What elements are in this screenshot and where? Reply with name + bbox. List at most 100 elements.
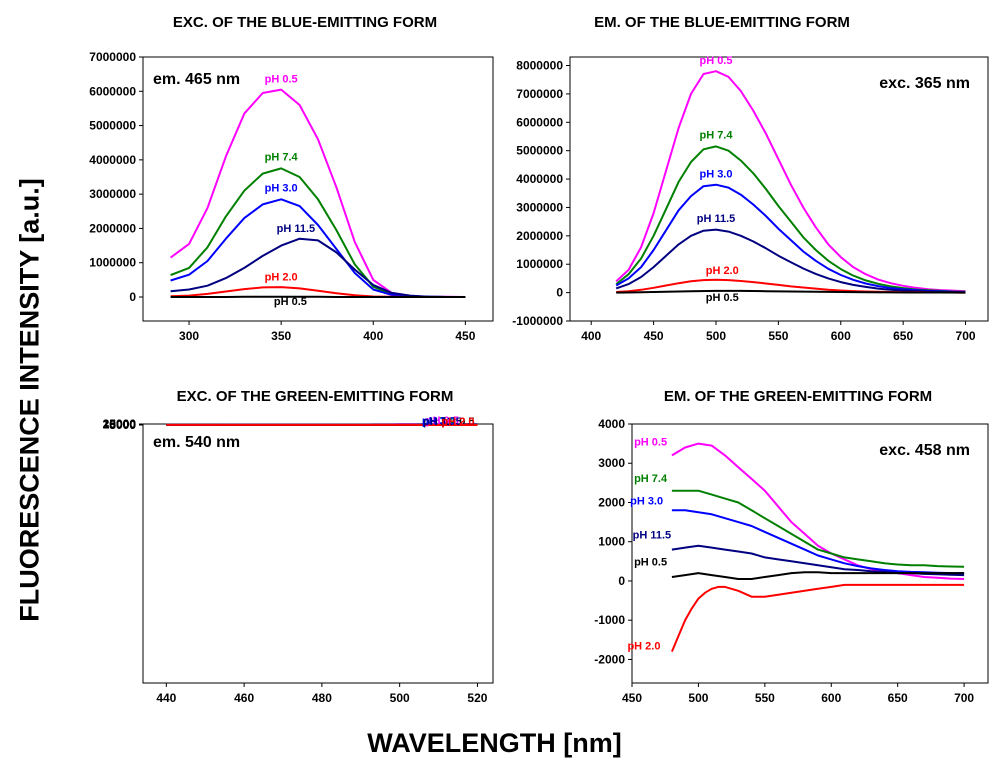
panel-2-frame: [569, 56, 989, 322]
panel-4-frame: [631, 423, 989, 684]
panel-1-y-tick-label: 3000000: [89, 187, 136, 201]
panel-1-series-label: pH 0.5: [265, 74, 298, 86]
panel-1-y-tick-label: 1000000: [89, 256, 136, 270]
global-x-axis-label: WAVELENGTH [nm]: [367, 728, 622, 758]
panel-1-y-tick-label: 7000000: [89, 50, 136, 64]
panel-3-y-tick-label: 10000: [103, 418, 137, 432]
panel-1-series-ph-11-5-3: [170, 237, 466, 298]
panel-1-x-tick-label: 350: [271, 329, 291, 343]
panel-2-series-label: pH 0.5: [706, 292, 739, 304]
panel-4-annotation: exc. 458 nm: [879, 442, 970, 459]
panel-1-x-tick-label: 400: [363, 329, 383, 343]
panel-4-x-tick-label: 600: [821, 691, 841, 705]
panel-4-y-tick-label: 0: [618, 574, 625, 588]
panel-3-title: EXC. OF THE GREEN-EMITTING FORM: [177, 388, 454, 405]
panel-4-y-tick-label: 1000: [598, 535, 625, 549]
panel-3-x-tick-label: 500: [390, 691, 410, 705]
panel-2-y-tick-label: 3000000: [516, 200, 563, 214]
panel-4-title: EM. OF THE GREEN-EMITTING FORM: [664, 388, 932, 405]
panel-4-series-label: pH 11.5: [633, 530, 672, 542]
panel-2-x-tick-label: 550: [768, 329, 788, 343]
panel-3-y-tick-label: -5000: [105, 418, 136, 432]
panel-3-series-label: pH 2.0: [441, 416, 474, 428]
panel-1-series-label: pH 0.5: [274, 296, 307, 308]
panel-2-series-label: pH 0.5: [699, 55, 732, 67]
panel-2-x-tick-label: 650: [893, 329, 913, 343]
panel-3-series-label: pH 11.5: [423, 416, 462, 428]
panel-2-series-ph-0-5-5: [616, 289, 966, 294]
panel-4-series-ph-7-4-1: [671, 489, 965, 568]
panel-1-series-label: pH 11.5: [277, 223, 316, 235]
panel-1-x-tick-label: 300: [179, 329, 199, 343]
panel-1-y-tick-label: 5000000: [89, 119, 136, 133]
panel-4-series-ph-3-0-2: [671, 509, 965, 575]
panel-4-y-tick-label: -2000: [594, 652, 625, 666]
panel-3-x-tick-label: 480: [312, 691, 332, 705]
panel-2-x-tick-label: 700: [956, 329, 976, 343]
panel-2-y-tick-label: 4000000: [516, 172, 563, 186]
panel-1-series-label: pH 7.4: [265, 152, 299, 164]
panel-1-annotation: em. 465 nm: [153, 71, 240, 88]
panel-2-x-tick-label: 400: [581, 329, 601, 343]
panel-2-y-tick-label: 1000000: [516, 257, 563, 271]
panel-4-x-tick-label: 650: [888, 691, 908, 705]
panel-3-y-tick-label: 0: [129, 418, 136, 432]
panel-2-y-tick-label: 2000000: [516, 229, 563, 243]
panel-3-x-tick-label: 440: [156, 691, 176, 705]
panel-4-series-label: pH 2.0: [627, 641, 660, 653]
panel-1-y-tick-label: 4000000: [89, 153, 136, 167]
panel-3-series-label: pH 3.0: [422, 416, 455, 428]
panel-3-frame: [142, 423, 494, 684]
panel-2-annotation: exc. 365 nm: [879, 75, 970, 92]
panel-4-y-tick-label: 2000: [598, 495, 625, 509]
panel-3-y-tick-label: 5000: [109, 418, 136, 432]
panel-2-x-tick-label: 450: [644, 329, 664, 343]
panel-2-y-tick-label: 7000000: [516, 87, 563, 101]
panel-2-series-ph-3-0-2: [615, 183, 966, 293]
panel-2-x-tick-label: 500: [706, 329, 726, 343]
panel-2-series-label: pH 2.0: [706, 265, 739, 277]
panel-1-title: EXC. OF THE BLUE-EMITTING FORM: [173, 14, 437, 31]
panel-1-series-label: pH 3.0: [265, 183, 298, 195]
panel-4-y-tick-label: 4000: [598, 417, 625, 431]
panel-4-series-label: pH 0.5: [634, 556, 667, 568]
panel-1-y-tick-label: 0: [129, 290, 136, 304]
panel-2-series-ph-11-5-3: [615, 228, 966, 294]
panel-3-y-tick-label: 20000: [103, 417, 137, 431]
panel-4-series-ph-2-0-5: [670, 583, 965, 652]
panel-1-y-tick-label: 6000000: [89, 84, 136, 98]
panel-1-y-tick-label: 2000000: [89, 221, 136, 235]
panel-3-annotation: em. 540 nm: [153, 434, 240, 451]
panel-1-series-ph-0-5-0: [170, 88, 466, 298]
panel-3-y-tick-label: 15000: [103, 417, 137, 431]
panel-4-y-tick-label: 3000: [598, 456, 625, 470]
panel-2-series-ph-0-5-0: [615, 70, 966, 293]
panel-4-y-tick-label: -1000: [594, 613, 625, 627]
panel-2-y-tick-label: 0: [556, 286, 563, 300]
panel-2-series-label: pH 7.4: [699, 129, 733, 141]
panel-3-series-label: pH 7.4: [422, 415, 456, 427]
panel-4-x-tick-label: 700: [954, 691, 974, 705]
panel-4-x-tick-label: 550: [755, 691, 775, 705]
panel-2-series-label: pH 11.5: [697, 213, 736, 225]
panel-2-y-tick-label: 6000000: [516, 115, 563, 129]
panel-4-series-label: pH 3.0: [630, 495, 663, 507]
panel-2-y-tick-label: 5000000: [516, 144, 563, 158]
panel-2-series-ph-7-4-1: [615, 145, 966, 293]
panel-3-x-tick-label: 520: [467, 691, 487, 705]
panel-3-x-tick-label: 460: [234, 691, 254, 705]
panel-4-series-ph-0-5-4: [671, 571, 965, 580]
panel-4-series-label: pH 0.5: [634, 437, 667, 449]
panel-4-series-label: pH 7.4: [634, 473, 668, 485]
panel-4-x-tick-label: 450: [622, 691, 642, 705]
panel-2-x-tick-label: 600: [831, 329, 851, 343]
panel-4-series-ph-0-5-0: [671, 442, 965, 580]
panel-3-series-label: pH 0.5: [426, 415, 459, 427]
panel-3-series-label: pH 0.5: [441, 416, 474, 428]
panel-2-series-label: pH 3.0: [699, 169, 732, 181]
panel-2-y-tick-label: -1000000: [512, 314, 563, 328]
panel-2-y-tick-label: 8000000: [516, 59, 563, 73]
panel-3-y-tick-label: 25000: [103, 417, 137, 431]
panel-4-x-tick-label: 500: [688, 691, 708, 705]
